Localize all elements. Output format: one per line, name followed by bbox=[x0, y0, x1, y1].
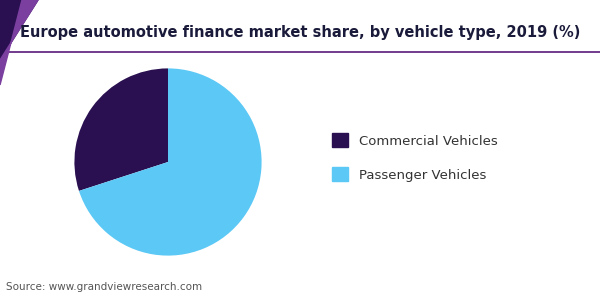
Legend: Commercial Vehicles, Passenger Vehicles: Commercial Vehicles, Passenger Vehicles bbox=[332, 134, 497, 182]
Wedge shape bbox=[79, 68, 262, 256]
Polygon shape bbox=[0, 0, 38, 60]
Text: Source: www.grandviewresearch.com: Source: www.grandviewresearch.com bbox=[6, 282, 202, 292]
Wedge shape bbox=[74, 68, 168, 191]
Polygon shape bbox=[0, 0, 38, 85]
Text: Europe automotive finance market share, by vehicle type, 2019 (%): Europe automotive finance market share, … bbox=[20, 25, 580, 40]
